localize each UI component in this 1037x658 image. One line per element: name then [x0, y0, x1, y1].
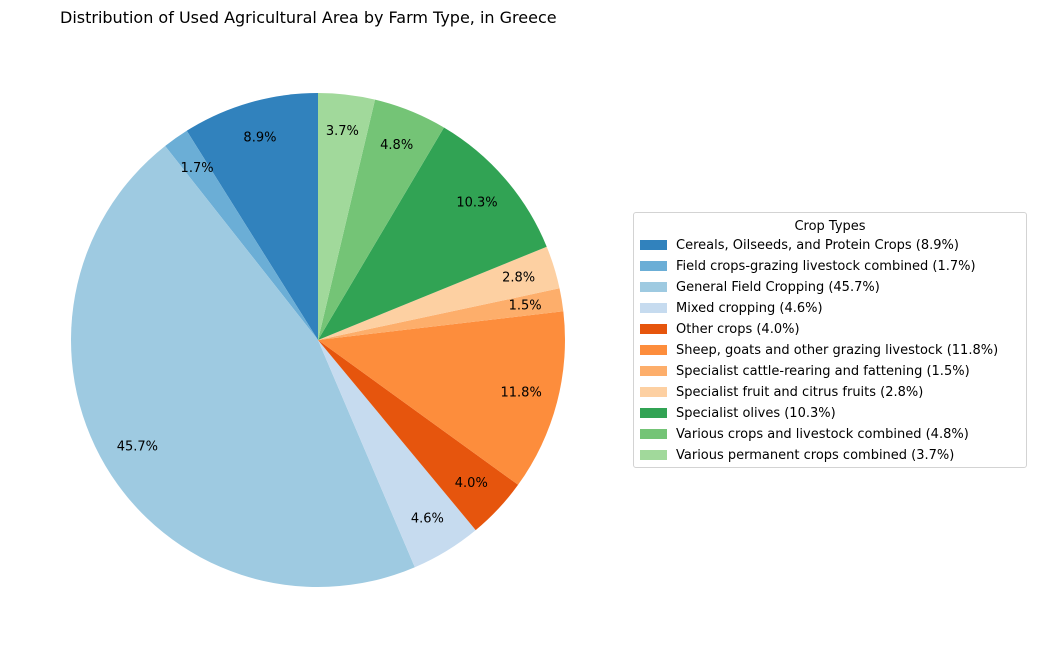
legend-label: General Field Cropping (45.7%): [676, 280, 880, 295]
legend-swatch: [640, 345, 667, 355]
pie-pct-label: 1.7%: [181, 161, 214, 176]
legend-label: Cereals, Oilseeds, and Protein Crops (8.…: [676, 238, 959, 253]
legend: Crop Types Cereals, Oilseeds, and Protei…: [633, 212, 1027, 468]
pie-pct-label: 1.5%: [509, 298, 542, 313]
pie-slice: [318, 288, 564, 340]
legend-entry: Specialist fruit and citrus fruits (2.8%…: [634, 382, 1026, 403]
pie-slices: [70, 93, 565, 588]
legend-swatch: [640, 282, 667, 292]
legend-label: Various crops and livestock combined (4.…: [676, 427, 969, 442]
pie-chart: 8.9% 1.7% 45.7% 4.6% 4.0% 11.8% 1.5% 2.8% 10.3% 4…: [70, 93, 565, 588]
legend-entry: Field crops-grazing livestock combined (…: [634, 256, 1026, 277]
legend-swatch: [640, 240, 667, 250]
pie-pct-label: 4.8%: [380, 138, 413, 153]
pie-pct-label: 10.3%: [456, 195, 497, 210]
pie-pct-label: 2.8%: [502, 271, 535, 286]
legend-entry: Specialist olives (10.3%): [634, 403, 1026, 424]
legend-label: Other crops (4.0%): [676, 322, 800, 337]
pie-pct-label: 4.6%: [411, 512, 444, 527]
pie-slice: [318, 340, 519, 531]
pie-pct-label: 11.8%: [501, 385, 542, 400]
legend-title: Crop Types: [794, 219, 866, 234]
pie-pct-label: 45.7%: [117, 440, 158, 455]
pie-slice: [318, 246, 560, 340]
legend-entry: Various crops and livestock combined (4.…: [634, 424, 1026, 445]
legend-label: Specialist fruit and citrus fruits (2.8%…: [676, 385, 924, 400]
legend-swatch: [640, 450, 667, 460]
pie-slice: [318, 93, 376, 340]
legend-swatch: [640, 324, 667, 334]
legend-entry: Specialist cattle-rearing and fattening …: [634, 361, 1026, 382]
pie-pct-label: 8.9%: [243, 131, 276, 146]
pie-pct-label: 4.0%: [455, 476, 488, 491]
legend-entry: Cereals, Oilseeds, and Protein Crops (8.…: [634, 235, 1026, 256]
legend-entry: Sheep, goats and other grazing livestock…: [634, 340, 1026, 361]
legend-label: Specialist cattle-rearing and fattening …: [676, 364, 970, 379]
legend-swatch: [640, 261, 667, 271]
pie-slice: [318, 127, 547, 341]
legend-swatch: [640, 408, 667, 418]
pie-pct-labels: 8.9% 1.7% 45.7% 4.6% 4.0% 11.8% 1.5% 2.8% 10.3% 4…: [117, 124, 542, 527]
pie-pct-label: 3.7%: [326, 124, 359, 139]
legend-swatch: [640, 366, 667, 376]
legend-swatch: [640, 429, 667, 439]
pie-slice: [318, 99, 444, 340]
legend-label: Sheep, goats and other grazing livestock…: [676, 343, 999, 358]
legend-entry: Mixed cropping (4.6%): [634, 298, 1026, 319]
legend-entries: Cereals, Oilseeds, and Protein Crops (8.…: [634, 235, 1026, 466]
legend-entry: Various permanent crops combined (3.7%): [634, 445, 1026, 466]
legend-swatch: [640, 387, 667, 397]
legend-label: Various permanent crops combined (3.7%): [676, 448, 955, 463]
legend-entry: General Field Cropping (45.7%): [634, 277, 1026, 298]
legend-label: Mixed cropping (4.6%): [676, 301, 823, 316]
legend-swatch: [640, 303, 667, 313]
chart-title: Distribution of Used Agricultural Area b…: [60, 8, 557, 27]
legend-label: Field crops-grazing livestock combined (…: [676, 259, 976, 274]
legend-label: Specialist olives (10.3%): [676, 406, 836, 421]
pie-slice: [186, 93, 318, 340]
pie-slice: [165, 130, 318, 340]
pie-slice: [318, 311, 565, 485]
pie-slice: [318, 340, 476, 568]
legend-entry: Other crops (4.0%): [634, 319, 1026, 340]
pie-slice: [70, 145, 415, 588]
